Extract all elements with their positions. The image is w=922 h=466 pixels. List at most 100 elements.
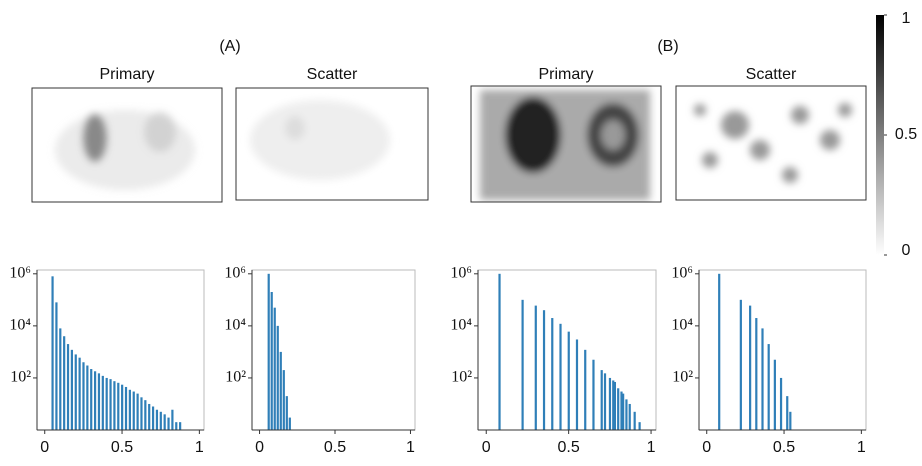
y-tick-label: 10⁴: [224, 317, 246, 334]
colorbar-tick-label: 0.5: [895, 126, 917, 143]
bar: [132, 391, 135, 430]
group-label: (A): [219, 38, 240, 55]
bar: [66, 344, 70, 430]
bar: [285, 396, 288, 430]
bar: [613, 381, 616, 430]
bar: [749, 305, 752, 430]
colorbar: [876, 15, 884, 255]
x-tick-label: 1: [406, 439, 415, 456]
bar: [97, 373, 101, 430]
image-a-scatter: [250, 100, 390, 180]
x-tick-label: 0: [255, 439, 264, 456]
panel-title: Scatter: [307, 66, 358, 83]
x-tick-label: 0: [40, 439, 49, 456]
bar: [620, 391, 623, 430]
x-tick-label: 1: [647, 439, 656, 456]
bar: [144, 400, 147, 430]
bar: [718, 273, 721, 430]
y-tick-label: 10²: [10, 369, 31, 386]
bar: [63, 336, 66, 430]
bar: [148, 403, 151, 430]
bar: [74, 354, 77, 430]
bar: [270, 292, 273, 430]
bar: [82, 362, 85, 430]
y-tick-label: 10⁶: [224, 264, 246, 281]
bar: [163, 414, 166, 430]
bar: [534, 305, 537, 430]
bar: [773, 359, 776, 430]
x-tick-label: 0: [482, 439, 491, 456]
bar: [117, 382, 120, 430]
x-tick-label: 0.5: [773, 439, 795, 456]
x-tick-label: 0.5: [324, 439, 346, 456]
y-tick-label: 10²: [672, 369, 693, 386]
bar: [521, 299, 524, 430]
bar: [622, 393, 625, 430]
bar: [121, 384, 124, 430]
image-a-primary: [55, 110, 195, 190]
bar: [498, 273, 501, 430]
y-tick-label: 10⁶: [9, 264, 31, 281]
panel-title: Primary: [538, 66, 593, 83]
bar: [101, 375, 104, 430]
bar: [167, 417, 170, 430]
bar: [288, 417, 291, 430]
y-tick-label: 10⁴: [450, 317, 472, 334]
plot-frame: [36, 269, 205, 431]
bar: [55, 302, 58, 430]
bar: [779, 377, 783, 430]
y-tick-label: 10²: [225, 369, 246, 386]
bar: [542, 310, 546, 430]
panel-title: Primary: [99, 66, 154, 83]
colorbar-tick-label: 0: [902, 242, 911, 259]
y-tick-label: 10⁶: [671, 264, 693, 281]
bar: [151, 406, 155, 430]
bar: [633, 411, 636, 430]
bar: [761, 328, 764, 430]
bar: [51, 276, 54, 430]
image-frame: [31, 87, 223, 203]
image-frame: [470, 85, 662, 203]
bar: [567, 331, 570, 430]
group-label: (B): [657, 38, 678, 55]
bar: [175, 422, 178, 430]
bar: [70, 349, 73, 430]
bar: [628, 403, 631, 430]
bar: [59, 328, 62, 430]
bar: [124, 386, 128, 430]
bar: [767, 344, 770, 430]
panel-title: Scatter: [746, 66, 797, 83]
bar: [136, 393, 139, 430]
bar: [592, 359, 595, 430]
plot-frame: [251, 269, 416, 431]
bar: [128, 389, 131, 430]
bar: [105, 377, 108, 430]
y-tick-label: 10⁴: [9, 317, 31, 334]
y-tick-label: 10⁴: [671, 317, 693, 334]
image-b-primary: [480, 90, 650, 200]
bar: [93, 371, 97, 430]
image-frame: [675, 85, 867, 201]
bar: [739, 299, 742, 430]
bar: [282, 370, 285, 430]
colorbar-tick-label: 1: [902, 10, 911, 27]
bar: [755, 318, 758, 430]
bar: [786, 396, 789, 430]
bar: [171, 409, 174, 430]
bar: [617, 388, 620, 430]
bar: [575, 339, 579, 430]
x-tick-label: 1: [857, 439, 866, 456]
image-b-scatter: [694, 103, 852, 183]
bar: [179, 422, 182, 430]
bar: [584, 349, 587, 430]
bar: [638, 422, 641, 430]
bar: [603, 373, 607, 430]
bar: [140, 397, 143, 430]
image-frame: [235, 87, 429, 201]
bar: [267, 273, 270, 430]
x-tick-label: 0: [702, 439, 711, 456]
x-tick-label: 1: [195, 439, 204, 456]
plot-frame: [698, 269, 867, 431]
bar: [789, 411, 792, 430]
